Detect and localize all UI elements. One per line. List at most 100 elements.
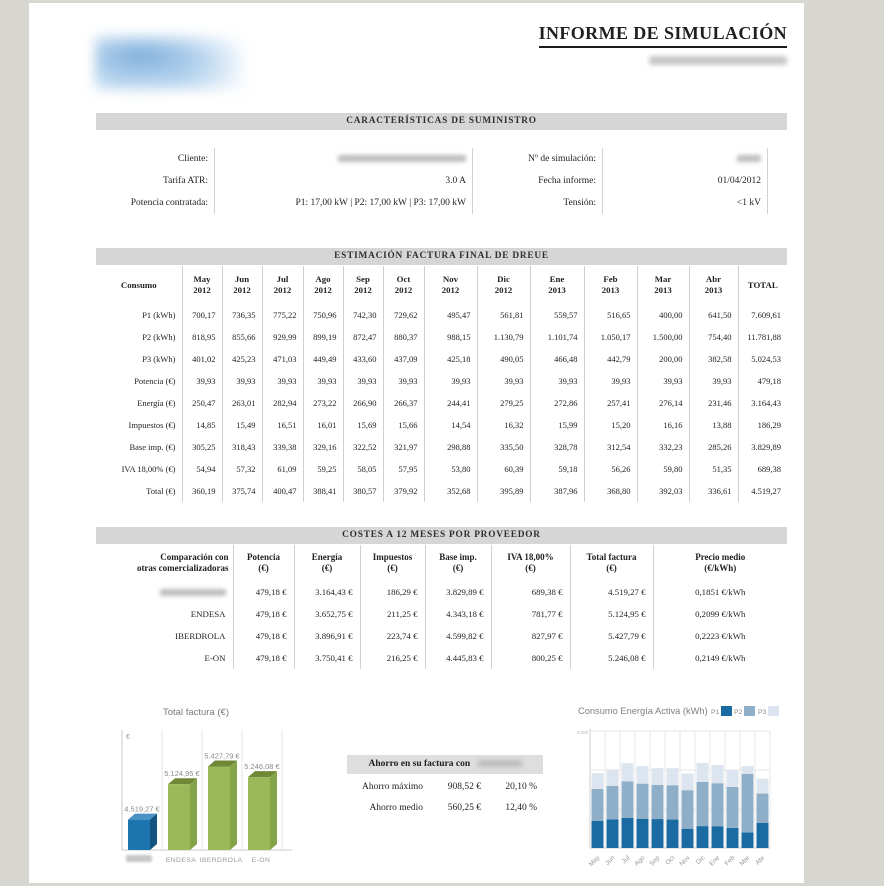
value-cell: 561,81 — [477, 304, 531, 326]
value-cell: 282,94 — [262, 392, 304, 414]
redacted-subtitle — [649, 56, 787, 65]
savings-table: Ahorro en su factura con Ahorro máximo 90… — [347, 755, 543, 819]
value-cell: 39,93 — [689, 370, 739, 392]
month: Nov — [442, 274, 459, 284]
supply-spacer — [768, 170, 787, 192]
svg-text:Ene: Ene — [708, 854, 721, 867]
value-cell: 16,01 — [303, 414, 344, 436]
value-cell: 312,54 — [584, 436, 638, 458]
value-cell: 322,52 — [343, 436, 384, 458]
savings-label: Ahorro medio — [369, 803, 423, 813]
value-cell: 379,92 — [383, 480, 425, 502]
redacted-value — [338, 155, 466, 163]
value-cell: 59,18 — [530, 458, 585, 480]
providers-comparison-table: Comparación con otras comercializadoras Po… — [96, 545, 787, 669]
value-cell: 471,03 — [262, 348, 304, 370]
svg-text:Dic: Dic — [695, 854, 707, 866]
value-cell: 800,25 € — [491, 647, 571, 669]
value-cell: 51,35 — [689, 458, 739, 480]
value-cell: 400,00 — [637, 304, 690, 326]
provider-name: IBERDROLA — [96, 625, 234, 647]
value-cell: 729,62 — [383, 304, 425, 326]
value-cell: 5.124,95 € — [570, 603, 654, 625]
column-header: Energía (€) — [294, 545, 361, 581]
value-cell: 433,60 — [343, 348, 384, 370]
table-row: Base imp. (€) 305,25 318,43 339,38 329,16 322… — [96, 436, 787, 458]
supply-label: Potencia contratada: — [96, 192, 215, 214]
table-row: P3 (kWh) 401,02 425,23 471,03 449,49 433,60 43… — [96, 348, 787, 370]
svg-text:Feb: Feb — [724, 854, 737, 867]
value-cell: 276,14 — [637, 392, 690, 414]
month: Dic — [497, 274, 510, 284]
table-row: Comparación con otras comercializadoras Po… — [96, 545, 787, 581]
column-header: IVA 18,00% (€) — [491, 545, 571, 581]
value-cell: 263,01 — [222, 392, 263, 414]
month: Jul — [276, 274, 289, 284]
column-header-month: Jun 2012 — [222, 266, 263, 304]
value-cell: 0,2223 €/kWh — [695, 631, 746, 641]
row-label: Energía (€) — [96, 392, 183, 414]
row-label: P1 (kWh) — [96, 304, 183, 326]
column-header: Potencia (€) — [233, 545, 295, 581]
value-cell: 380,57 — [343, 480, 384, 502]
svg-text:Abr: Abr — [754, 854, 767, 867]
year: 2013 — [548, 285, 566, 295]
provider-name — [96, 581, 234, 603]
value-cell: 39,93 — [343, 370, 384, 392]
supply-label: Nº de simulación: — [473, 148, 603, 170]
svg-text:Total factura (€): Total factura (€) — [163, 707, 229, 718]
value-cell: 1.500,00 — [637, 326, 690, 348]
supply-label: Tarifa ATR: — [96, 170, 215, 192]
value-cell: 14,85 — [182, 414, 223, 436]
svg-text:E-ON: E-ON — [252, 857, 271, 864]
row-label: Base imp. (€) — [96, 436, 183, 458]
value-cell: 3.896,91 € — [294, 625, 361, 647]
row-label: IVA 18,00% (€) — [96, 458, 183, 480]
svg-text:Ago: Ago — [633, 854, 646, 867]
savings-rows: Ahorro máximo 908,52 € 20,10 % Ahorro medio… — [347, 777, 543, 819]
value-cell: 16,16 — [637, 414, 690, 436]
provider-name: E-ON — [96, 647, 234, 669]
svg-text:IBERDROLA: IBERDROLA — [200, 857, 243, 864]
month: May — [193, 274, 211, 284]
value-cell: 400,47 — [262, 480, 304, 502]
value-cell: 4.343,18 € — [425, 603, 492, 625]
column-header-month: Sep 2012 — [343, 266, 384, 304]
value-cell: 375,74 — [222, 480, 263, 502]
value-cell: 899,19 — [303, 326, 344, 348]
value-cell: 273,22 — [303, 392, 344, 414]
month: Jun — [234, 274, 250, 284]
savings-amount: 560,25 € — [447, 803, 481, 813]
value-cell: 775,22 — [262, 304, 304, 326]
value-cell: 3.750,41 € — [294, 647, 361, 669]
value-cell: 827,97 € — [491, 625, 571, 647]
estimation-table: Consumo May 2012 Jun 2012 Jul 2012 Ago 2012 Sep 20… — [96, 266, 787, 502]
value-cell: 559,57 — [530, 304, 585, 326]
value-cell: 318,43 — [222, 436, 263, 458]
savings-label: Ahorro máximo — [362, 782, 423, 792]
total-cell: 5.024,53 — [751, 354, 781, 364]
header-line: Impuestos — [372, 552, 413, 562]
column-header-month: Dic 2012 — [477, 266, 531, 304]
value-cell: 60,39 — [477, 458, 531, 480]
column-header-month: Jul 2012 — [262, 266, 304, 304]
row-label: Total (€) — [96, 480, 183, 502]
value-cell: 15,69 — [343, 414, 384, 436]
value-cell: 54,94 — [182, 458, 223, 480]
year: 2013 — [654, 285, 672, 295]
value-cell: 39,93 — [383, 370, 425, 392]
value-cell: 742,30 — [343, 304, 384, 326]
table-row: ENDESA 479,18 €3.652,75 €211,25 €4.343,18… — [96, 603, 787, 625]
value-cell: 57,32 — [222, 458, 263, 480]
svg-text:Jul: Jul — [621, 854, 632, 865]
value-cell: 39,93 — [262, 370, 304, 392]
supply-characteristics-table: Cliente: Nº de simulación: Tarifa ATR: 3.0 … — [96, 148, 787, 214]
supply-label: Fecha informe: — [473, 170, 603, 192]
total-cell: 3.164,43 — [751, 398, 781, 408]
table-row: Energía (€) 250,47 263,01 282,94 273,22 266,9… — [96, 392, 787, 414]
header-line: (€/kWh) — [704, 563, 737, 573]
value-cell: 382,58 — [689, 348, 739, 370]
value-cell: 58,05 — [343, 458, 384, 480]
value-cell: 818,95 — [182, 326, 223, 348]
total-cell: 4.519,27 — [751, 486, 781, 496]
